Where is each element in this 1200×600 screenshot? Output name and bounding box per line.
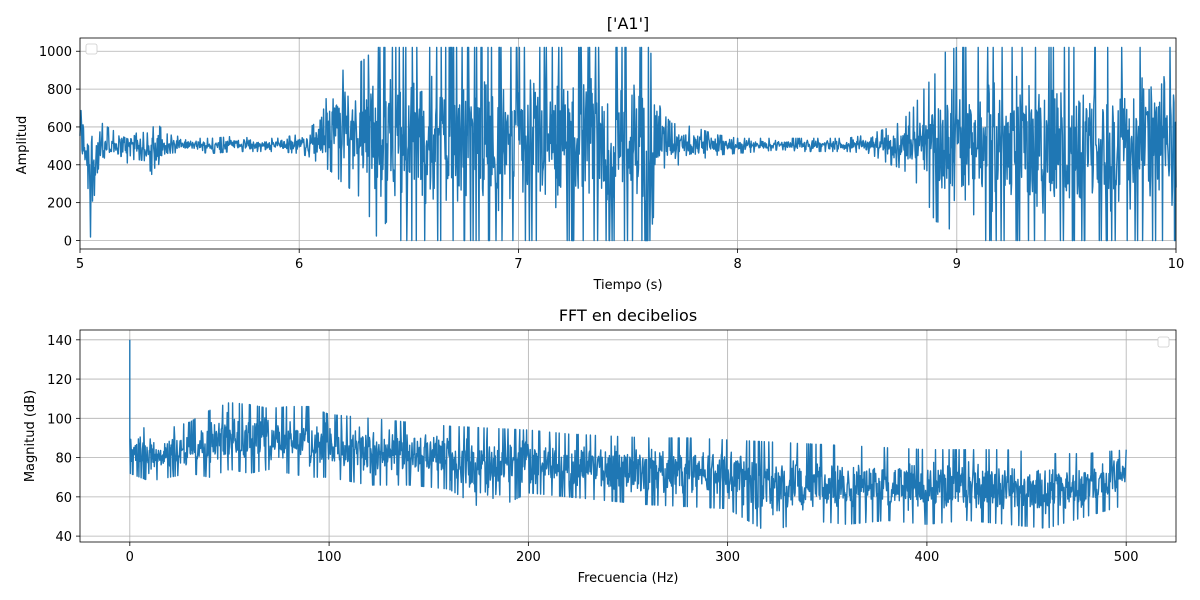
series-line xyxy=(129,339,1127,529)
y-tick-label: 200 xyxy=(47,197,72,212)
series-line xyxy=(79,46,1177,242)
legend-box xyxy=(1157,336,1170,348)
x-tick-label: 500 xyxy=(1114,550,1139,565)
chart-title: ['A1'] xyxy=(607,14,649,33)
y-axis-label: Amplitud xyxy=(15,116,30,175)
y-axis-label: Magnitud (dB) xyxy=(23,390,38,482)
chart-title: FFT en decibelios xyxy=(559,306,697,325)
x-tick-label: 5 xyxy=(76,257,84,272)
y-tick-label: 800 xyxy=(47,83,72,98)
axes: 0 100 200 300 400 500 40 60 80 100 120 140 xyxy=(47,329,1177,565)
x-tick-label: 7 xyxy=(514,257,522,272)
y-tick-label: 400 xyxy=(47,159,72,174)
x-axis-label: Tiempo (s) xyxy=(592,278,662,293)
x-axis-label: Frecuencia (Hz) xyxy=(578,571,679,586)
y-tick-label: 600 xyxy=(47,121,72,136)
x-tick-label: 200 xyxy=(516,550,541,565)
x-tick-label: 0 xyxy=(126,550,134,565)
y-tick-label: 140 xyxy=(47,334,72,349)
x-tick-label: 6 xyxy=(295,257,303,272)
y-tick-label: 100 xyxy=(47,412,72,427)
plot-frame xyxy=(79,329,1177,543)
x-tick-label: 300 xyxy=(715,550,740,565)
y-tick-label: 1000 xyxy=(39,45,72,60)
x-tick-label: 9 xyxy=(953,257,961,272)
legend-box xyxy=(85,43,98,55)
series xyxy=(79,46,1177,242)
fft-chart: FFT en decibelios 0 100 200 300 400 500 40 60 80… xyxy=(23,306,1177,586)
axes: 5 6 7 8 9 10 0 200 400 600 800 1000 xyxy=(39,37,1185,272)
y-tick-label: 0 xyxy=(64,234,72,249)
time-domain-chart: ['A1'] 5 6 7 8 9 10 0 200 400 600 800 1000 Tiempo (… xyxy=(15,14,1184,293)
y-tick-label: 40 xyxy=(55,530,72,545)
y-tick-label: 80 xyxy=(55,452,72,467)
plot-frame xyxy=(79,37,1177,250)
x-tick-label: 100 xyxy=(317,550,342,565)
series xyxy=(129,339,1127,529)
x-tick-label: 10 xyxy=(1168,257,1185,272)
x-tick-label: 400 xyxy=(914,550,939,565)
y-tick-label: 60 xyxy=(55,491,72,506)
x-tick-label: 8 xyxy=(733,257,741,272)
y-tick-label: 120 xyxy=(47,373,72,388)
